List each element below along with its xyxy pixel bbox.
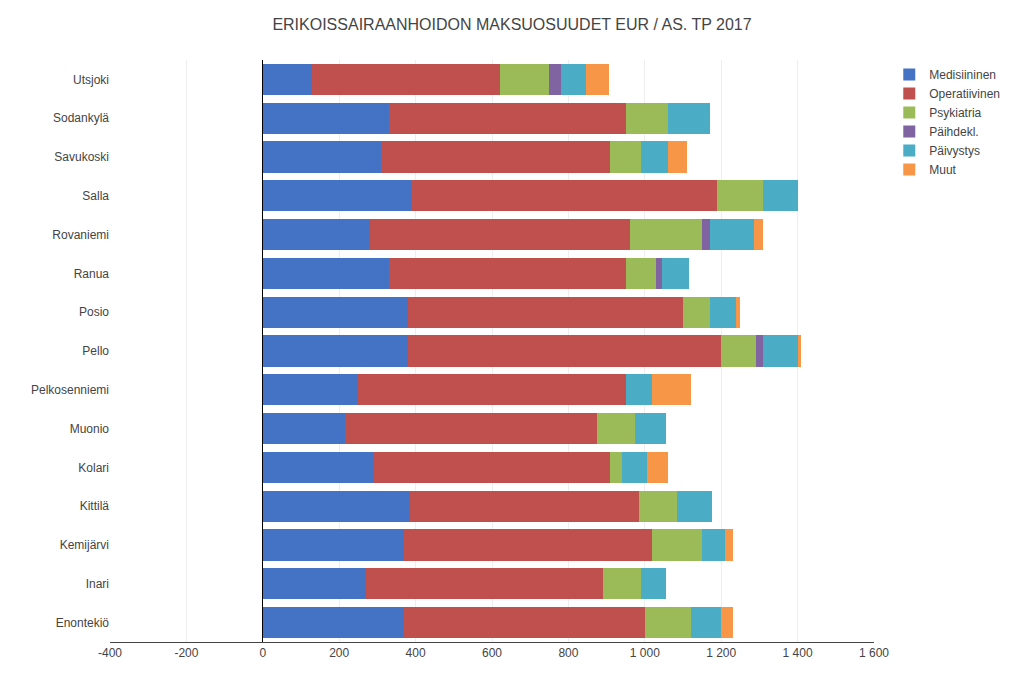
svg-text:-200: -200 [174, 646, 198, 660]
svg-text:ERIKOISSAIRAANHOIDON MAKSUOSUU: ERIKOISSAIRAANHOIDON MAKSUOSUUDET EUR / … [272, 16, 751, 33]
svg-text:200: 200 [329, 646, 349, 660]
svg-text:Utsjoki: Utsjoki [73, 73, 109, 87]
svg-text:Salla: Salla [82, 189, 109, 203]
svg-text:Pello: Pello [82, 344, 109, 358]
svg-text:Muonio: Muonio [70, 422, 110, 436]
svg-text:Medisiininen: Medisiininen [929, 68, 996, 82]
svg-text:Kemijärvi: Kemijärvi [60, 538, 109, 552]
svg-text:Posio: Posio [79, 305, 109, 319]
svg-text:Päivystys: Päivystys [929, 144, 980, 158]
svg-text:Operatiivinen: Operatiivinen [929, 87, 1000, 101]
svg-text:1 000: 1 000 [630, 646, 660, 660]
svg-text:0: 0 [259, 646, 266, 660]
svg-text:Päihdekl.: Päihdekl. [929, 125, 978, 139]
svg-text:1 600: 1 600 [859, 646, 889, 660]
svg-text:Kolari: Kolari [78, 461, 109, 475]
svg-text:Pelkosenniemi: Pelkosenniemi [31, 383, 109, 397]
svg-text:600: 600 [482, 646, 502, 660]
svg-text:Ranua: Ranua [74, 267, 110, 281]
svg-text:1 200: 1 200 [706, 646, 736, 660]
svg-text:Psykiatria: Psykiatria [929, 106, 981, 120]
svg-text:Kittilä: Kittilä [80, 499, 110, 513]
svg-text:400: 400 [406, 646, 426, 660]
svg-text:Rovaniemi: Rovaniemi [52, 228, 109, 242]
svg-text:Inari: Inari [86, 577, 109, 591]
svg-text:Sodankylä: Sodankylä [53, 111, 109, 125]
svg-text:1 400: 1 400 [783, 646, 813, 660]
svg-text:800: 800 [558, 646, 578, 660]
svg-text:Savukoski: Savukoski [54, 150, 109, 164]
svg-text:Muut: Muut [929, 163, 956, 177]
svg-text:-400: -400 [98, 646, 122, 660]
svg-text:Enontekiö: Enontekiö [56, 616, 110, 630]
